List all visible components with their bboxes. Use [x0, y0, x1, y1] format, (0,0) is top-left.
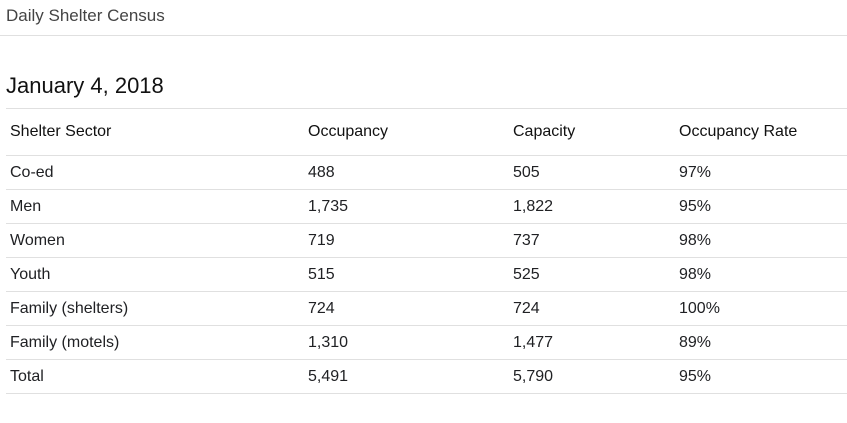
- app-title: Daily Shelter Census: [6, 6, 165, 25]
- cell-occupancy: 1,310: [304, 325, 509, 360]
- cell-capacity: 1,477: [509, 325, 675, 360]
- table-row: Family (shelters) 724 724 100%: [6, 291, 847, 326]
- cell-sector: Women: [6, 223, 304, 258]
- date-heading: January 4, 2018: [6, 73, 164, 98]
- cell-capacity: 724: [509, 291, 675, 326]
- shelter-census-table: Shelter Sector Occupancy Capacity Occupa…: [6, 108, 847, 394]
- main-content: January 4, 2018 Shelter Sector Occupancy…: [0, 36, 847, 394]
- cell-occupancy-rate: 95%: [675, 189, 847, 224]
- cell-occupancy-rate: 95%: [675, 359, 847, 394]
- cell-capacity: 5,790: [509, 359, 675, 394]
- cell-occupancy-rate: 98%: [675, 257, 847, 292]
- cell-occupancy: 1,735: [304, 189, 509, 224]
- cell-sector: Youth: [6, 257, 304, 292]
- table-row: Youth 515 525 98%: [6, 257, 847, 292]
- table-row: Co-ed 488 505 97%: [6, 155, 847, 190]
- cell-sector: Men: [6, 189, 304, 224]
- app-header: Daily Shelter Census: [0, 0, 847, 36]
- table-row: Women 719 737 98%: [6, 223, 847, 258]
- table-row-total: Total 5,491 5,790 95%: [6, 359, 847, 394]
- cell-capacity: 1,822: [509, 189, 675, 224]
- cell-capacity: 505: [509, 155, 675, 190]
- column-header-capacity: Capacity: [509, 108, 675, 156]
- cell-sector: Family (motels): [6, 325, 304, 360]
- cell-occupancy-rate: 97%: [675, 155, 847, 190]
- table-row: Family (motels) 1,310 1,477 89%: [6, 325, 847, 360]
- column-header-occupancy-rate: Occupancy Rate: [675, 108, 847, 156]
- cell-occupancy: 724: [304, 291, 509, 326]
- cell-occupancy-rate: 100%: [675, 291, 847, 326]
- cell-occupancy: 5,491: [304, 359, 509, 394]
- cell-sector: Co-ed: [6, 155, 304, 190]
- table-header-row: Shelter Sector Occupancy Capacity Occupa…: [6, 108, 847, 156]
- cell-occupancy: 515: [304, 257, 509, 292]
- cell-occupancy: 719: [304, 223, 509, 258]
- column-header-occupancy: Occupancy: [304, 108, 509, 156]
- table-row: Men 1,735 1,822 95%: [6, 189, 847, 224]
- cell-capacity: 525: [509, 257, 675, 292]
- cell-occupancy-rate: 98%: [675, 223, 847, 258]
- cell-occupancy-rate: 89%: [675, 325, 847, 360]
- cell-sector: Total: [6, 359, 304, 394]
- cell-occupancy: 488: [304, 155, 509, 190]
- cell-sector: Family (shelters): [6, 291, 304, 326]
- cell-capacity: 737: [509, 223, 675, 258]
- column-header-shelter-sector: Shelter Sector: [6, 108, 304, 156]
